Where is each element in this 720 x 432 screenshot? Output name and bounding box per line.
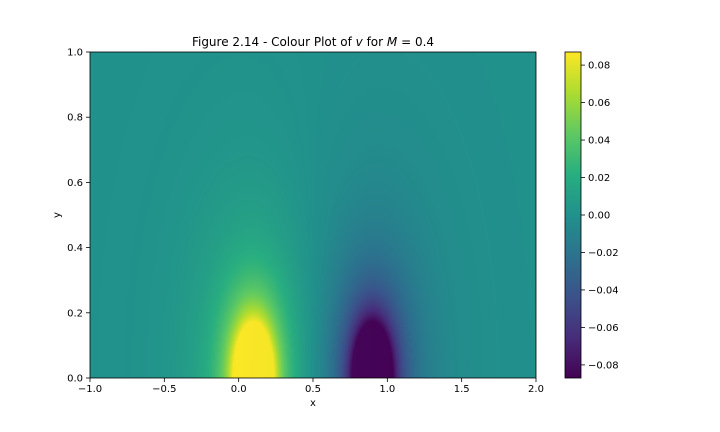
colorbar-tick-label: −0.04	[588, 285, 619, 296]
y-tick-label: 0.0	[67, 374, 83, 385]
y-tick-label: 0.2	[67, 308, 83, 319]
colorbar-tick-label: 0.08	[588, 61, 610, 72]
colorbar-tick-label: −0.08	[588, 360, 619, 371]
x-axis: −1.0 −0.5 0.0 0.5 1.0 1.5 2.0	[78, 378, 544, 395]
x-tick-label: 1.5	[454, 384, 470, 395]
plot-area	[89, 51, 537, 379]
x-tick-label: −0.5	[152, 384, 176, 395]
heatmap-field	[90, 52, 536, 378]
y-axis-label: y	[52, 212, 63, 218]
chart-title: Figure 2.14 - Colour Plot of v for M = 0…	[192, 35, 434, 49]
colorbar-tick-label: 0.06	[588, 98, 610, 109]
x-tick-label: 0.5	[305, 384, 321, 395]
colorbar-tick-label: 0.04	[588, 136, 610, 147]
colorbar: −0.08 −0.06 −0.04 −0.02 0.00 0.02 0.04 0.06 0.08	[564, 51, 619, 379]
colorbar-tick-label: 0.02	[588, 173, 610, 184]
colorbar-tick-label: −0.06	[588, 323, 619, 334]
x-tick-label: 0.0	[231, 384, 247, 395]
x-tick-label: 2.0	[528, 384, 544, 395]
x-tick-label: −1.0	[78, 384, 102, 395]
colorbar-tick-label: 0.00	[588, 211, 610, 222]
colorbar-gradient	[565, 52, 581, 378]
colorbar-tick-label: −0.02	[588, 248, 619, 259]
y-tick-label: 1.0	[67, 48, 83, 59]
y-axis: 0.0 0.2 0.4 0.6 0.8 1.0	[67, 48, 90, 385]
y-tick-label: 0.8	[67, 113, 83, 124]
x-tick-label: 1.0	[379, 384, 395, 395]
x-axis-label: x	[310, 398, 316, 409]
y-tick-label: 0.6	[67, 178, 83, 189]
y-tick-label: 0.4	[67, 243, 83, 254]
